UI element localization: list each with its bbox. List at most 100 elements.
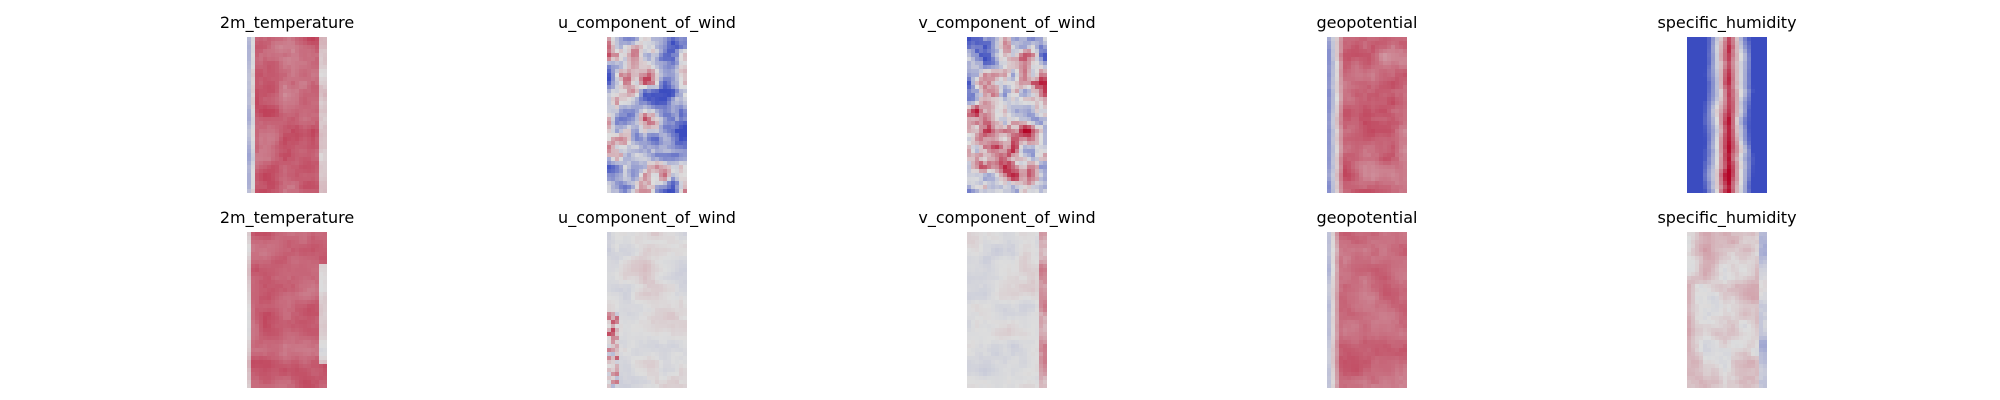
- heatmap-cell: [275, 332, 280, 337]
- heatmap-cell: [611, 137, 616, 142]
- heatmap-cell: [1383, 149, 1388, 154]
- heatmap-cell: [631, 157, 636, 162]
- heatmap-cell: [1739, 169, 1744, 174]
- panel-title: geopotential: [1316, 13, 1418, 32]
- heatmap-cell: [627, 121, 632, 126]
- heatmap-cell: [263, 45, 268, 50]
- heatmap-cell: [1031, 189, 1036, 193]
- heatmap-cell: [995, 49, 1000, 54]
- heatmap-cell: [671, 149, 676, 154]
- heatmap-cell: [1715, 165, 1720, 170]
- heatmap-cell: [651, 153, 656, 158]
- heatmap-cell: [1719, 49, 1724, 54]
- heatmap-cell: [667, 189, 672, 193]
- heatmap-cell: [247, 312, 252, 317]
- heatmap-cell: [675, 81, 680, 86]
- heatmap-cell: [651, 121, 656, 126]
- heatmap-cell: [287, 93, 292, 98]
- heatmap-cell: [683, 117, 687, 122]
- heatmap-cell: [287, 69, 292, 74]
- heatmap-cell: [1379, 37, 1384, 42]
- heatmap-cell: [1003, 85, 1008, 90]
- heatmap-cell: [987, 77, 992, 82]
- heatmap-cell: [259, 280, 264, 285]
- heatmap-cell: [1707, 77, 1712, 82]
- heatmap-cell: [1339, 89, 1344, 94]
- heatmap-cell: [319, 276, 324, 281]
- heatmap-cell: [1019, 161, 1024, 166]
- heatmap-cell: [615, 280, 620, 285]
- heatmap-cell: [315, 69, 320, 74]
- heatmap-cell: [319, 360, 324, 365]
- heatmap-cell: [975, 53, 980, 58]
- heatmap-cell: [275, 109, 280, 114]
- heatmap-cell: [1719, 61, 1724, 66]
- heatmap-cell: [1035, 141, 1040, 146]
- heatmap-cell: [1731, 169, 1736, 174]
- heatmap-cell: [1023, 65, 1028, 70]
- heatmap-cell: [319, 45, 324, 50]
- heatmap-cell: [615, 189, 620, 193]
- heatmap-cell: [283, 49, 288, 54]
- heatmap-cell: [611, 129, 616, 134]
- heatmap-cell: [1335, 173, 1340, 178]
- heatmap-cell: [979, 117, 984, 122]
- heatmap-cell: [1027, 45, 1032, 50]
- heatmap-cell: [643, 244, 648, 249]
- heatmap-cell: [1003, 117, 1008, 122]
- heatmap-cell: [683, 45, 687, 50]
- heatmap-cell: [323, 320, 327, 325]
- heatmap-cell: [271, 177, 276, 182]
- heatmap-cell: [1399, 49, 1404, 54]
- heatmap-cell: [1759, 37, 1764, 42]
- heatmap-cell: [319, 280, 324, 285]
- heatmap-cell: [251, 256, 256, 261]
- heatmap-cell: [1395, 181, 1400, 186]
- heatmap-cell: [607, 37, 612, 42]
- heatmap-cell: [647, 77, 652, 82]
- heatmap-cell: [255, 300, 260, 305]
- heatmap-cell: [1327, 53, 1332, 58]
- heatmap-cell: [1383, 165, 1388, 170]
- heatmap-cell: [287, 37, 292, 42]
- heatmap-cell: [639, 280, 644, 285]
- heatmap-cell: [979, 37, 984, 42]
- heatmap-cell: [319, 236, 324, 241]
- heatmap-cell: [667, 49, 672, 54]
- heatmap-cell: [1003, 65, 1008, 70]
- heatmap-cell: [247, 77, 252, 82]
- heatmap-cell: [1367, 97, 1372, 102]
- heatmap-cell: [1687, 61, 1692, 66]
- heatmap-cell: [1727, 57, 1732, 62]
- heatmap-cell: [655, 105, 660, 110]
- heatmap-cell: [1331, 165, 1336, 170]
- heatmap-cell: [995, 101, 1000, 106]
- heatmap-cell: [1371, 37, 1376, 42]
- heatmap-cell: [611, 185, 616, 190]
- heatmap-cell: [651, 189, 656, 193]
- heatmap-cell: [295, 312, 300, 317]
- heatmap-cell: [659, 244, 664, 249]
- heatmap-cell: [1727, 85, 1732, 90]
- heatmap-cell: [1379, 69, 1384, 74]
- heatmap-cell: [679, 113, 684, 118]
- heatmap-cell: [275, 336, 280, 341]
- heatmap-cell: [999, 49, 1004, 54]
- heatmap-cell: [647, 161, 652, 166]
- heatmap-cell: [1403, 93, 1407, 98]
- heatmap-cell: [639, 45, 644, 50]
- heatmap-cell: [323, 69, 327, 74]
- heatmap-cell: [635, 133, 640, 138]
- heatmap-cell: [259, 360, 264, 365]
- heatmap-cell: [1687, 185, 1692, 190]
- heatmap-cell: [323, 280, 327, 285]
- heatmap-cell: [283, 300, 288, 305]
- heatmap-cell: [635, 121, 640, 126]
- heatmap-cell: [1359, 189, 1364, 193]
- heatmap-cell: [663, 272, 668, 277]
- heatmap-cell: [663, 57, 668, 62]
- heatmap-cell: [259, 181, 264, 186]
- heatmap-cell: [1035, 77, 1040, 82]
- heatmap-cell: [1335, 185, 1340, 190]
- heatmap-cell: [275, 117, 280, 122]
